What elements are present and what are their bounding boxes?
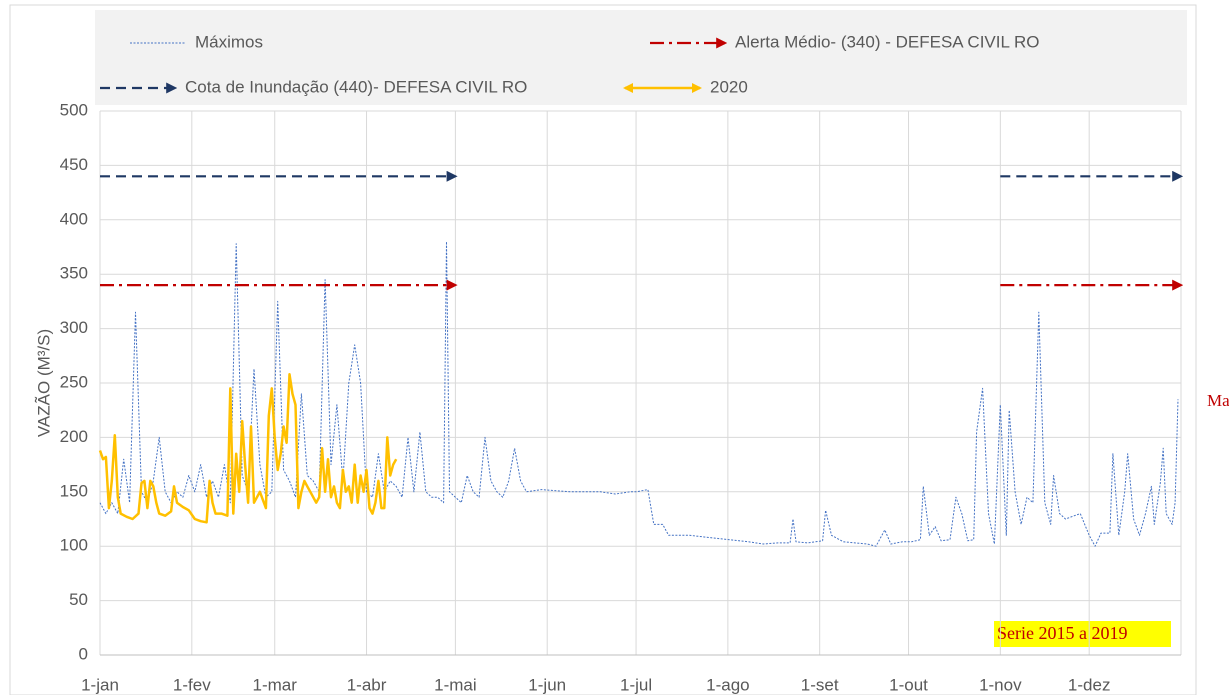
y-tick-label: 450 — [60, 155, 88, 174]
y-tick-label: 500 — [60, 100, 88, 119]
y-tick-label: 200 — [60, 427, 88, 446]
y-tick-label: 150 — [60, 481, 88, 500]
x-tick-label: 1-jan — [81, 675, 119, 694]
x-tick-label: 1-mar — [253, 675, 298, 694]
x-tick-label: 1-mai — [434, 675, 477, 694]
legend-label: Máximos — [195, 32, 263, 51]
y-tick-label: 250 — [60, 372, 88, 391]
x-tick-label: 1-set — [801, 675, 839, 694]
annotation-bg — [994, 621, 1171, 647]
y-tick-label: 350 — [60, 264, 88, 283]
series-line — [98, 373, 398, 524]
x-tick-label: 1-fev — [173, 675, 211, 694]
annotation: Max — [1207, 391, 1229, 410]
y-tick-label: 400 — [60, 209, 88, 228]
y-tick-label: 50 — [69, 590, 88, 609]
y-axis-label: VAZÃO (M³/S) — [34, 329, 53, 437]
legend-label: Alerta Médio- (340) - DEFESA CIVIL RO — [735, 32, 1040, 51]
x-tick-label: 1-ago — [706, 675, 749, 694]
legend-label: 2020 — [710, 77, 748, 96]
y-tick-label: 100 — [60, 536, 88, 555]
x-tick-label: 1-nov — [979, 675, 1022, 694]
y-tick-label: 0 — [79, 644, 88, 663]
x-tick-label: 1-abr — [347, 675, 387, 694]
x-tick-label: 1-dez — [1068, 675, 1111, 694]
chart-frame — [9, 4, 1197, 695]
y-tick-label: 300 — [60, 318, 88, 337]
x-tick-label: 1-out — [889, 675, 928, 694]
x-tick-label: 1-jul — [620, 675, 652, 694]
x-tick-label: 1-jun — [528, 675, 566, 694]
annotation: Serie 2015 a 2019 — [997, 623, 1127, 643]
legend-label: Cota de Inundação (440)- DEFESA CIVIL RO — [185, 77, 527, 96]
